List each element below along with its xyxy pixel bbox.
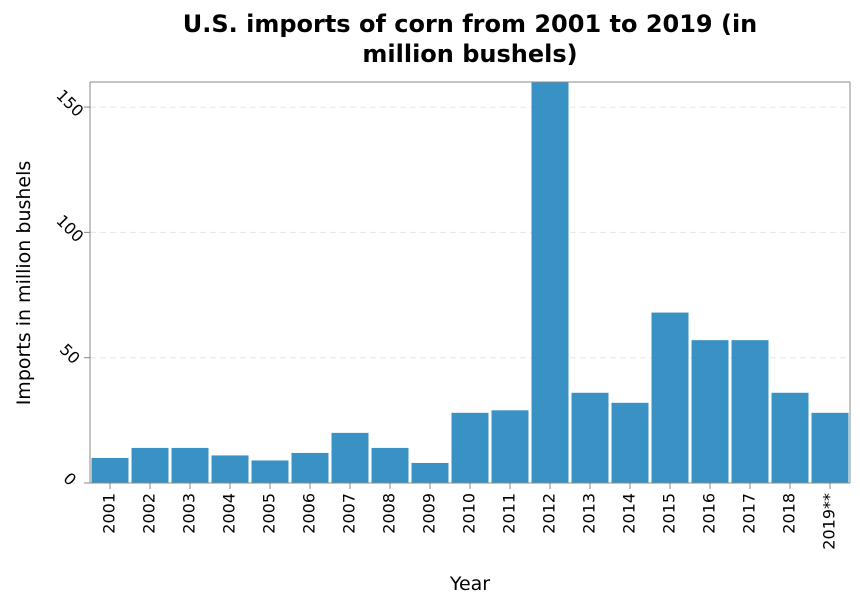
y-tick-label-50: 50 — [56, 340, 84, 368]
x-tick-label-2008: 2008 — [380, 493, 399, 534]
bar-2014 — [611, 402, 649, 483]
x-tick-label-2010: 2010 — [460, 493, 479, 534]
y-tick-label-150: 150 — [52, 86, 87, 121]
x-tick-label-2003: 2003 — [180, 493, 199, 534]
x-tick-label-2006: 2006 — [300, 493, 319, 534]
chart-title-line-1: U.S. imports of corn from 2001 to 2019 (… — [183, 10, 758, 38]
bar-2009 — [411, 462, 449, 483]
bar-2007 — [331, 432, 369, 483]
bar-2002 — [131, 447, 169, 483]
x-tick-label-2018: 2018 — [780, 493, 799, 534]
bar-2003 — [171, 447, 209, 483]
bar-2012 — [531, 82, 569, 483]
x-tick-label-2015: 2015 — [660, 493, 679, 534]
x-tick-label-2004: 2004 — [220, 493, 239, 534]
x-tick-label-2007: 2007 — [340, 493, 359, 534]
bar-2010 — [451, 412, 489, 483]
bar-2013 — [571, 392, 609, 483]
bar-2011 — [491, 410, 529, 483]
bar-2005 — [251, 460, 289, 483]
x-tick-label-2019: 2019** — [820, 493, 839, 550]
y-tick-label-100: 100 — [52, 211, 87, 246]
bar-2017 — [731, 340, 769, 483]
x-axis-title: Year — [449, 573, 490, 595]
x-tick-label-2009: 2009 — [420, 493, 439, 534]
bar-2004 — [211, 455, 249, 483]
gridlines — [90, 106, 850, 359]
y-axis-title: Imports in million bushels — [13, 161, 35, 406]
bar-2006 — [291, 452, 329, 483]
x-tick-label-2001: 2001 — [100, 493, 119, 534]
x-tick-label-2013: 2013 — [580, 493, 599, 534]
x-tick-label-2014: 2014 — [620, 493, 639, 534]
x-axis-ticks: 2001 2002 2003 2004 2005 2006 2007 2008 2009 2010… — [100, 483, 839, 550]
bar-2018 — [771, 392, 809, 483]
x-tick-label-2011: 2011 — [500, 493, 519, 534]
x-tick-label-2017: 2017 — [740, 493, 759, 534]
bars — [91, 82, 849, 483]
bar-2008 — [371, 447, 409, 483]
bar-2019 — [811, 412, 849, 483]
y-axis-ticks: 0 50 100 150 — [52, 86, 90, 490]
y-tick-label-0: 0 — [60, 469, 81, 490]
x-tick-label-2002: 2002 — [140, 493, 159, 534]
x-tick-label-2012: 2012 — [540, 493, 559, 534]
bar-2015 — [651, 312, 689, 483]
bar-2016 — [691, 340, 729, 483]
x-tick-label-2005: 2005 — [260, 493, 279, 534]
x-tick-label-2016: 2016 — [700, 493, 719, 534]
chart-title-line-2: million bushels) — [362, 40, 577, 68]
bar-2001 — [91, 457, 129, 483]
